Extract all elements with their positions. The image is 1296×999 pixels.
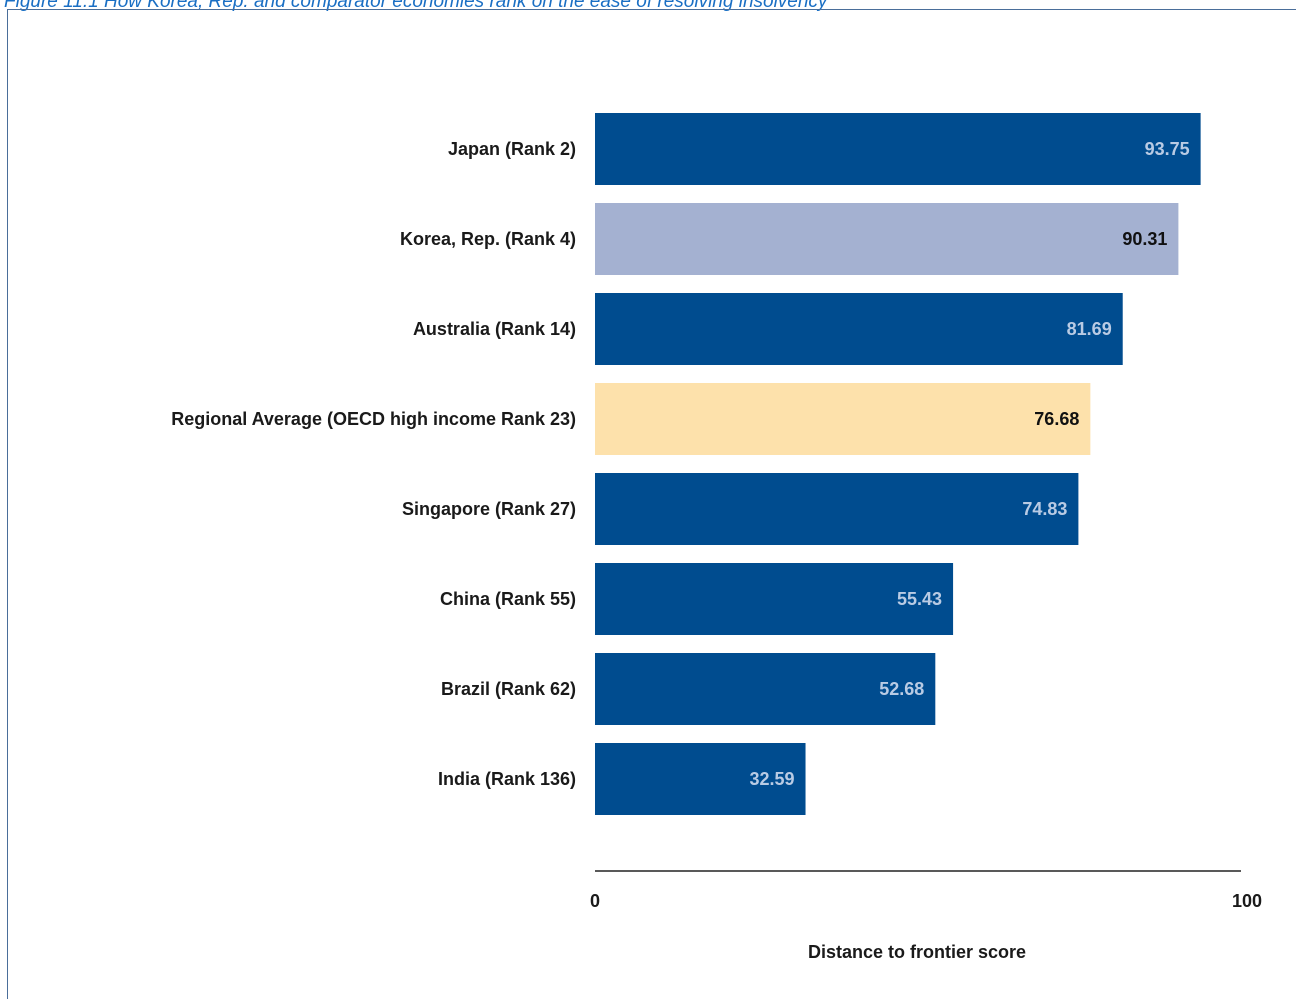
value-label-5: 55.43	[897, 589, 942, 609]
x-tick-label-0: 0	[590, 891, 600, 911]
value-label-2: 81.69	[1067, 319, 1112, 339]
bar-5	[595, 563, 954, 635]
value-label-4: 74.83	[1022, 499, 1067, 519]
figure-frame	[7, 9, 1296, 999]
bar-2	[595, 293, 1123, 365]
bars-group: Japan (Rank 2) 93.75 Korea, Rep. (Rank 4) 9…	[171, 113, 1201, 815]
category-label-0: Japan (Rank 2)	[448, 139, 576, 159]
bar-6	[595, 653, 936, 725]
x-axis-title: Distance to frontier score	[808, 942, 1026, 962]
category-label-4: Singapore (Rank 27)	[402, 499, 576, 519]
bar-4	[595, 473, 1079, 545]
category-label-1: Korea, Rep. (Rank 4)	[400, 229, 576, 249]
category-label-3: Regional Average (OECD high income Rank …	[171, 409, 576, 429]
category-label-6: Brazil (Rank 62)	[441, 679, 576, 699]
category-label-7: India (Rank 136)	[438, 769, 576, 789]
value-label-3: 76.68	[1034, 409, 1079, 429]
category-label-2: Australia (Rank 14)	[413, 319, 576, 339]
bar-7	[595, 743, 806, 815]
value-label-7: 32.59	[749, 769, 794, 789]
value-label-1: 90.31	[1122, 229, 1167, 249]
category-label-5: China (Rank 55)	[440, 589, 576, 609]
x-tick-label-100: 100	[1232, 891, 1262, 911]
bar-1	[595, 203, 1179, 275]
value-label-6: 52.68	[879, 679, 924, 699]
value-label-0: 93.75	[1145, 139, 1190, 159]
bar-0	[595, 113, 1201, 185]
bar-3	[595, 383, 1091, 455]
